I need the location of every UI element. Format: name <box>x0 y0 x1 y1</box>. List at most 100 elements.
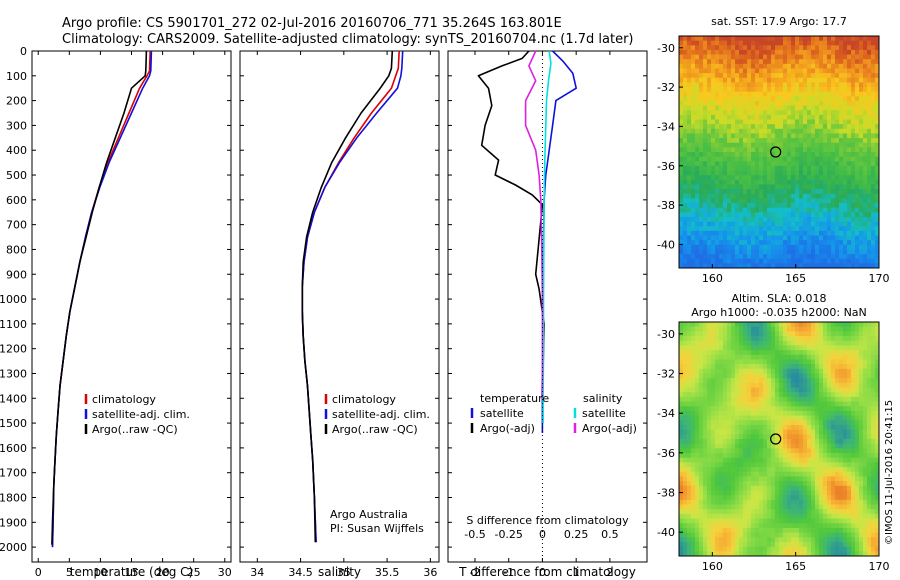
heatmap-cell <box>759 364 764 370</box>
y-tick-label: 2000 <box>0 541 27 554</box>
heatmap-cell <box>771 359 776 365</box>
heatmap-cell <box>767 495 772 501</box>
heatmap-cell <box>823 110 828 116</box>
heatmap-cell <box>759 415 764 421</box>
heatmap-cell <box>755 420 760 426</box>
heatmap-cell <box>715 249 720 255</box>
heatmap-cell <box>871 161 876 167</box>
heatmap-cell <box>767 110 772 116</box>
heatmap-cell <box>691 100 696 106</box>
heatmap-cell <box>683 59 688 65</box>
heatmap-cell <box>687 499 692 505</box>
heatmap-cell <box>747 336 752 342</box>
heatmap-cell <box>755 434 760 440</box>
heatmap-cell <box>763 359 768 365</box>
heatmap-cell <box>851 142 856 148</box>
heatmap-cell <box>767 156 772 162</box>
heatmap-cell <box>847 142 852 148</box>
heatmap-cell <box>699 207 704 213</box>
heatmap-cell <box>795 322 800 328</box>
heatmap-cell <box>791 244 796 250</box>
heatmap-cell <box>815 476 820 482</box>
heatmap-cell <box>699 142 704 148</box>
heatmap-cell <box>803 462 808 468</box>
heatmap-cell <box>755 485 760 491</box>
heatmap-cell <box>775 467 780 473</box>
heatmap-cell <box>851 546 856 552</box>
heatmap-cell <box>783 235 788 241</box>
heatmap-cell <box>803 509 808 515</box>
heatmap-cell <box>751 59 756 65</box>
heatmap-cell <box>791 448 796 454</box>
heatmap-cell <box>719 495 724 501</box>
heatmap-cell <box>787 462 792 468</box>
heatmap-cell <box>795 161 800 167</box>
heatmap-cell <box>847 207 852 213</box>
heatmap-cell <box>783 396 788 402</box>
heatmap-cell <box>699 354 704 360</box>
heatmap-cell <box>783 406 788 412</box>
heatmap-cell <box>847 490 852 496</box>
heatmap-cell <box>823 244 828 250</box>
heatmap-cell <box>863 221 868 227</box>
heatmap-cell <box>687 87 692 93</box>
heatmap-cell <box>739 368 744 374</box>
heatmap-cell <box>843 364 848 370</box>
heatmap-cell <box>851 331 856 337</box>
heatmap-cell <box>867 230 872 236</box>
heatmap-cell <box>867 193 872 199</box>
heatmap-cell <box>791 546 796 552</box>
heatmap-cell <box>731 537 736 543</box>
heatmap-cell <box>791 415 796 421</box>
heatmap-cell <box>839 373 844 379</box>
heatmap-cell <box>867 100 872 106</box>
heatmap-cell <box>711 244 716 250</box>
heatmap-cell <box>847 63 852 69</box>
heatmap-cell <box>819 54 824 60</box>
heatmap-cell <box>723 212 728 218</box>
heatmap-cell <box>751 254 756 260</box>
heatmap-cell <box>735 119 740 125</box>
heatmap-cell <box>711 254 716 260</box>
heatmap-cell <box>827 68 832 74</box>
heatmap-cell <box>743 499 748 505</box>
heatmap-cell <box>867 212 872 218</box>
heatmap-cell <box>711 91 716 97</box>
heatmap-cell <box>679 401 684 407</box>
heatmap-cell <box>695 453 700 459</box>
heatmap-cell <box>807 336 812 342</box>
heatmap-cell <box>795 198 800 204</box>
heatmap-cell <box>747 179 752 185</box>
heatmap-cell <box>691 457 696 463</box>
heatmap-cell <box>799 345 804 351</box>
heatmap-cell <box>751 415 756 421</box>
heatmap-cell <box>691 110 696 116</box>
heatmap-cell <box>867 54 872 60</box>
heatmap-cell <box>807 73 812 79</box>
heatmap-cell <box>863 133 868 139</box>
heatmap-cell <box>799 350 804 356</box>
heatmap-cell <box>691 249 696 255</box>
heatmap-cell <box>723 161 728 167</box>
heatmap-cell <box>707 350 712 356</box>
heatmap-cell <box>807 359 812 365</box>
heatmap-cell <box>791 368 796 374</box>
heatmap-cell <box>747 527 752 533</box>
heatmap-cell <box>807 467 812 473</box>
heatmap-cell <box>767 114 772 120</box>
heatmap-cell <box>859 254 864 260</box>
heatmap-cell <box>835 420 840 426</box>
heatmap-cell <box>783 68 788 74</box>
x-tick-label: 0 <box>35 566 42 579</box>
heatmap-cell <box>731 485 736 491</box>
heatmap-cell <box>803 110 808 116</box>
heatmap-cell <box>783 457 788 463</box>
heatmap-cell <box>683 462 688 468</box>
heatmap-cell <box>723 221 728 227</box>
heatmap-cell <box>731 340 736 346</box>
heatmap-cell <box>791 392 796 398</box>
heatmap-cell <box>843 382 848 388</box>
heatmap-cell <box>831 221 836 227</box>
heatmap-cell <box>767 453 772 459</box>
heatmap-cell <box>751 114 756 120</box>
